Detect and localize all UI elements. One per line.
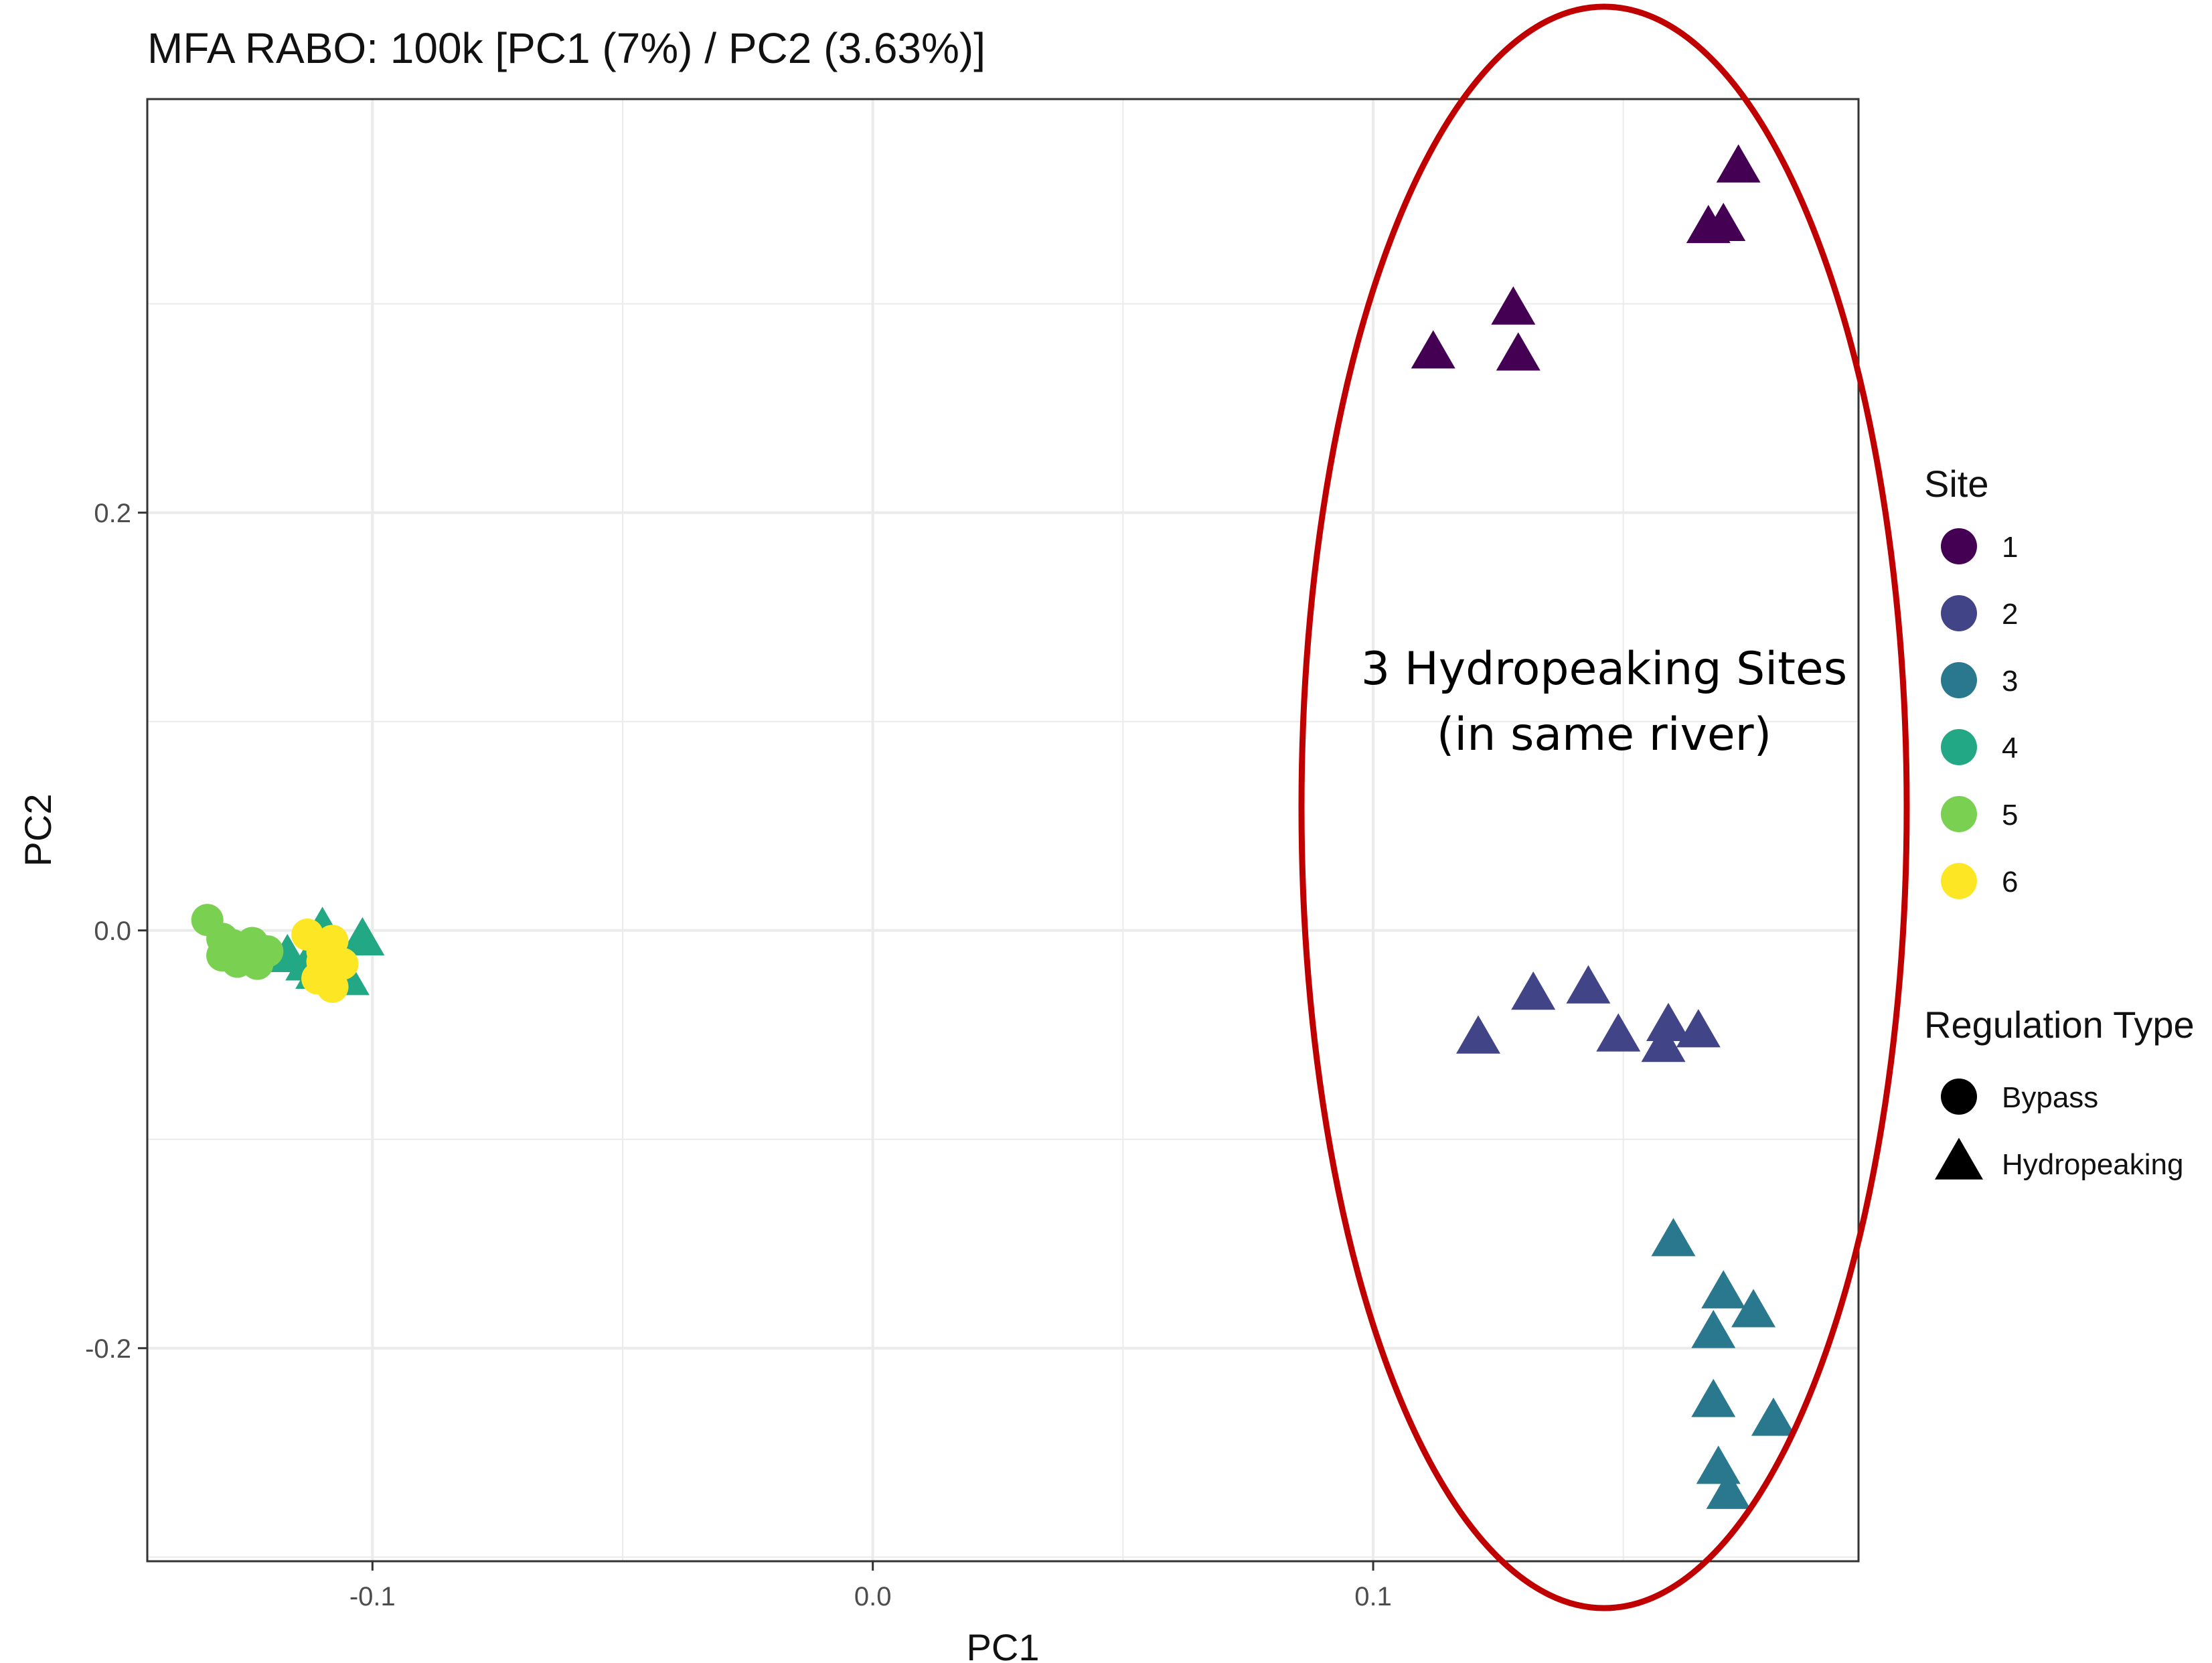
site-2-hydropeaking-point xyxy=(1511,971,1556,1010)
site-legend-key-1 xyxy=(1941,528,1977,564)
site-3-hydropeaking-point xyxy=(1751,1397,1796,1436)
regulation-legend-label: Hydropeaking xyxy=(2002,1148,2184,1181)
site-legend-label: 3 xyxy=(2002,665,2018,698)
x-axis-label: PC1 xyxy=(967,1626,1040,1663)
chart-title: MFA RABO: 100k [PC1 (7%) / PC2 (3.63%)] xyxy=(147,24,985,72)
data-points xyxy=(191,144,1796,1509)
site-2-hydropeaking-point xyxy=(1641,1024,1686,1062)
annotation-line-1: 3 Hydropeaking Sites xyxy=(1361,643,1847,696)
x-axis-ticks: -0.1 0.0 0.1 xyxy=(349,1561,1392,1611)
site-6-bypass-point xyxy=(316,971,349,1003)
site-4-hydropeaking-point xyxy=(340,917,385,956)
plot-border xyxy=(146,98,1860,1563)
site-legend-key-3 xyxy=(1941,662,1977,698)
site-legend-label: 2 xyxy=(2002,598,2018,631)
site-legend-key-6 xyxy=(1941,863,1977,899)
site-2-hydropeaking-point xyxy=(1596,1013,1641,1052)
site-2-hydropeaking-point xyxy=(1456,1015,1500,1054)
site-legend-entries: 1 2 3 4 5 6 xyxy=(1941,528,2018,899)
regulation-legend-title: Regulation Type xyxy=(1924,1004,2195,1046)
hydropeaking-legend-key xyxy=(1935,1137,1983,1180)
y-axis-label: PC2 xyxy=(17,794,59,867)
site-2-hydropeaking-point xyxy=(1676,1009,1721,1048)
site-1-hydropeaking-point xyxy=(1496,332,1540,371)
site-3-hydropeaking-point xyxy=(1691,1310,1736,1348)
legend: Site 1 2 3 4 5 6 Regulation Type Bypass Hydrop… xyxy=(1924,463,2195,1181)
site-1-hydropeaking-point xyxy=(1716,144,1761,183)
site-3-hydropeaking-point xyxy=(1701,1270,1746,1309)
site-legend-label: 6 xyxy=(2002,866,2018,898)
grid-minor xyxy=(147,99,1859,1561)
x-tick-label: 0.0 xyxy=(854,1582,892,1611)
x-tick-label: -0.1 xyxy=(349,1582,396,1611)
site-legend-key-5 xyxy=(1941,796,1977,832)
site-3-hydropeaking-point xyxy=(1691,1378,1736,1417)
y-tick-label: 0.2 xyxy=(94,499,131,528)
site-2-hydropeaking-point xyxy=(1566,965,1611,1004)
annotation-ellipse xyxy=(1298,3,1910,1611)
y-tick-label: 0.0 xyxy=(94,917,131,946)
site-legend-label: 1 xyxy=(2002,531,2018,564)
site-legend-label: 4 xyxy=(2002,732,2018,765)
site-legend-title: Site xyxy=(1924,463,1989,505)
bypass-legend-key xyxy=(1941,1079,1977,1115)
site-1-hydropeaking-point xyxy=(1411,330,1455,369)
site-5-bypass-point xyxy=(251,935,284,967)
y-axis-ticks: -0.2 0.0 0.2 xyxy=(85,499,147,1364)
site-legend-key-4 xyxy=(1941,729,1977,765)
site-legend-label: 5 xyxy=(2002,799,2018,832)
site-3-hydropeaking-point xyxy=(1706,1470,1751,1509)
site-6-bypass-point xyxy=(306,945,339,978)
site-1-hydropeaking-point xyxy=(1686,205,1731,244)
site-3-hydropeaking-point xyxy=(1651,1218,1696,1257)
annotation-line-2: (in same river) xyxy=(1437,708,1771,761)
site-1-hydropeaking-point xyxy=(1491,286,1536,325)
plot-background xyxy=(147,99,1859,1561)
regulation-legend-label: Bypass xyxy=(2002,1081,2098,1114)
site-legend-key-2 xyxy=(1941,595,1977,631)
regulation-legend-entries: Bypass Hydropeaking xyxy=(1935,1079,2184,1181)
y-tick-label: -0.2 xyxy=(85,1334,131,1364)
site-3-hydropeaking-point xyxy=(1731,1289,1776,1328)
site-2-hydropeaking-point xyxy=(1646,1002,1690,1041)
x-tick-label: 0.1 xyxy=(1354,1582,1392,1611)
